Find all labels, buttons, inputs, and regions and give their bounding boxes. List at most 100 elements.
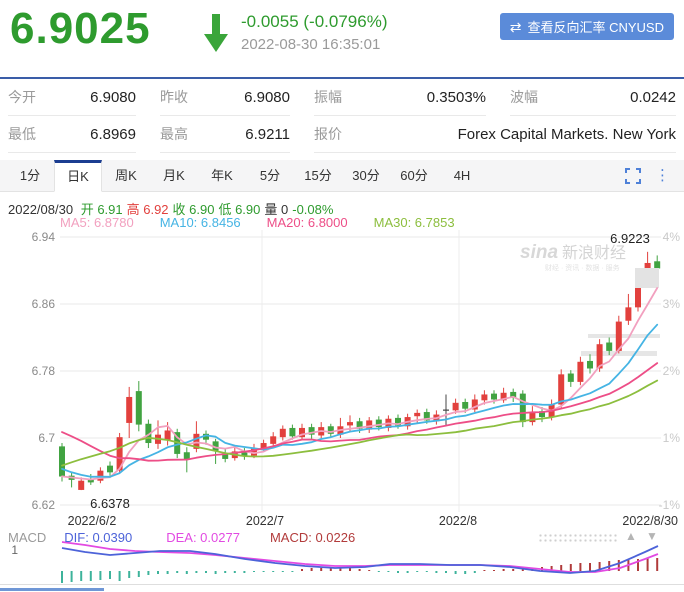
- candle-body: [471, 399, 478, 410]
- candle-body: [279, 428, 286, 438]
- sina-watermark-sub: 财经 · 资讯 · 数据 · 服务: [545, 263, 620, 272]
- tab-日K[interactable]: 日K: [54, 160, 102, 192]
- candle-body: [145, 423, 152, 444]
- ohlc-field: 低 6.90: [218, 202, 261, 217]
- candle-body: [500, 392, 507, 401]
- candle-body: [577, 361, 584, 382]
- fullscreen-icon[interactable]: [625, 167, 641, 184]
- candle-body: [519, 393, 526, 423]
- stat-cell: 最高 6.9211: [160, 116, 290, 153]
- candle-body: [107, 465, 113, 473]
- stat-cell: 波幅 0.0242: [510, 79, 676, 116]
- price-change: -0.0055 (-0.0796%): [241, 12, 388, 31]
- tab-月K[interactable]: 月K: [163, 168, 185, 183]
- period-tabbar: 1分 日K 周K 月K 年K 5分 15分 30分 60分 4H ⋮: [0, 160, 684, 192]
- candle-body: [299, 427, 305, 438]
- ma-legend-item: MA5: 6.8780: [60, 215, 134, 230]
- price-down-arrow-icon: [204, 14, 228, 52]
- gray-box: [635, 268, 659, 288]
- more-menu-icon[interactable]: ⋮: [655, 167, 670, 184]
- candle-body: [654, 261, 661, 269]
- tab-15分[interactable]: 15分: [304, 168, 332, 183]
- y-axis-tick: 6.86: [32, 297, 56, 311]
- x-axis-tick: 2022/8/30: [622, 514, 678, 528]
- candle-body: [59, 446, 65, 477]
- ohlc-field: 开 6.91: [80, 202, 123, 217]
- stat-label: 振幅: [314, 89, 342, 105]
- y-axis-tick: 6.7: [38, 431, 55, 445]
- candle-body: [78, 480, 85, 490]
- tabbar-icons: ⋮: [625, 160, 684, 191]
- reverse-rate-label: 查看反向汇率 CNYUSD: [527, 20, 664, 35]
- candle-body: [567, 373, 574, 382]
- stats-row: 今开 6.9080 昨收 6.9080 振幅 0.3503% 波幅 0.0242: [0, 79, 684, 116]
- tab-4H[interactable]: 4H: [453, 168, 471, 183]
- high-price-label: 6.9223: [610, 231, 650, 246]
- candle-body: [222, 453, 229, 459]
- candle-body: [183, 452, 190, 460]
- scroll-down-icon[interactable]: ▼: [646, 529, 658, 543]
- stat-value: 6.9080: [90, 88, 136, 106]
- candle-body: [395, 417, 401, 426]
- y-axis-tick: 6.78: [32, 364, 56, 378]
- stat-label: 波幅: [510, 89, 538, 105]
- candle-body: [423, 412, 430, 421]
- stat-value: Forex Capital Markets. New York: [457, 125, 676, 143]
- stat-value: 0.0242: [630, 88, 676, 106]
- quote-timestamp: 2022-08-30 16:35:01: [241, 36, 381, 53]
- macd-title: MACD: [8, 530, 47, 545]
- stat-label: 最低: [8, 126, 36, 142]
- candle-body: [615, 321, 622, 351]
- candle-body: [587, 360, 593, 369]
- candle-body: [510, 391, 517, 398]
- candle-body: [289, 427, 296, 437]
- low-price-label: 6.6378: [90, 496, 130, 511]
- macd-legend: MACD DIF: 0.0390 DEA: 0.0277 MACD: 0.0226: [8, 530, 355, 545]
- scroll-up-icon[interactable]: ▲: [625, 529, 637, 543]
- ohlc-field: -0.08%: [292, 202, 334, 217]
- candle-body: [375, 419, 382, 428]
- ma-legend-item: MA10: 6.8456: [159, 215, 241, 230]
- quote-header: 6.9025 -0.0055 (-0.0796%) 2022-08-30 16:…: [0, 0, 684, 76]
- tab-周K[interactable]: 周K: [115, 168, 137, 183]
- bottom-divider: [0, 584, 684, 585]
- candle-body: [635, 279, 641, 308]
- candle-body: [87, 479, 94, 483]
- candle-body: [135, 391, 142, 425]
- candle-body: [164, 430, 171, 441]
- candle-body: [116, 437, 123, 471]
- candle-body: [126, 396, 133, 423]
- stats-row: 最低 6.8969 最高 6.9211 报价 Forex Capital Markets.…: [0, 116, 684, 153]
- candle-body: [366, 420, 373, 430]
- candle-body: [241, 450, 248, 457]
- right-percent-tick: 2%: [663, 364, 681, 378]
- ma-legend: MA5: 6.8780 MA10: 6.8456 MA20: 6.8000 MA30:…: [60, 215, 481, 230]
- macd-dif-value: DIF: 0.0390: [64, 530, 133, 545]
- tab-5分[interactable]: 5分: [259, 168, 281, 183]
- gray-band: [588, 334, 660, 338]
- candle-body: [606, 342, 613, 351]
- current-price: 6.9025: [10, 4, 151, 53]
- candle-body: [97, 470, 104, 481]
- x-axis-tick: 2022/7: [246, 514, 284, 528]
- candle-body: [414, 412, 421, 417]
- candle-body: [596, 344, 603, 369]
- candle-body: [529, 412, 536, 423]
- reverse-rate-button[interactable]: ⇄ 查看反向汇率 CNYUSD: [499, 13, 674, 40]
- tab-1分[interactable]: 1分: [19, 168, 41, 183]
- candle-body: [251, 448, 257, 456]
- tab-年K[interactable]: 年K: [211, 168, 233, 183]
- zoom-drag-strip[interactable]: [538, 533, 618, 542]
- candle-body: [308, 427, 315, 435]
- candle-body: [347, 422, 353, 426]
- stat-value: 0.3503%: [426, 88, 486, 106]
- candle-body: [625, 307, 632, 321]
- sina-watermark: sina: [520, 242, 558, 263]
- stat-cell: 今开 6.9080: [8, 79, 136, 116]
- tab-60分[interactable]: 60分: [400, 168, 428, 183]
- gray-band: [581, 351, 657, 356]
- stat-label: 昨收: [160, 89, 188, 105]
- tab-30分[interactable]: 30分: [352, 168, 380, 183]
- y-axis-tick: 6.62: [32, 498, 56, 512]
